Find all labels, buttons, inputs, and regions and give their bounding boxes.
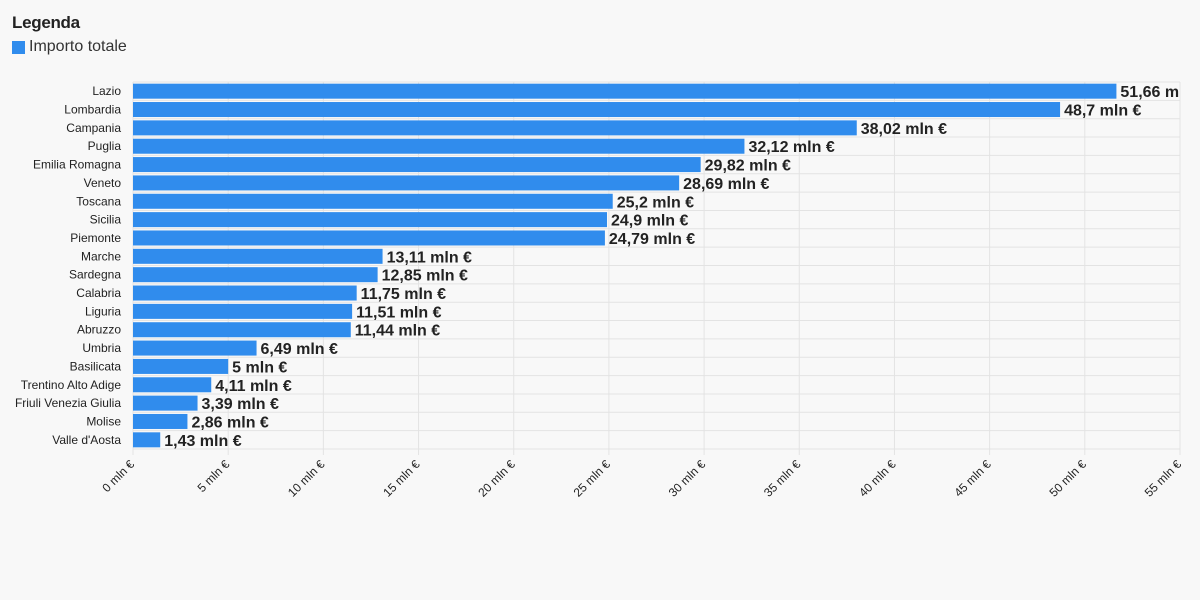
data-label: 29,82 mln € [705,158,791,175]
category-labels: Lazio Lombardia Campania Puglia Emilia Romag… [15,84,121,447]
data-label: 11,44 mln € [355,323,440,340]
data-label: 13,11 mln € [387,249,472,266]
bar-marche[interactable] [133,248,383,264]
legend-item-label: Importo totale [29,38,127,55]
x-tick-label: 45 mln € [951,457,994,500]
data-label: 32,12 mln € [748,139,834,156]
legend-swatch [12,40,25,54]
category-label: Basilicata [70,359,122,373]
category-label: Campania [66,121,121,135]
bar-sardegna[interactable] [133,267,378,283]
data-label: 4,11 mln € [215,378,292,395]
x-tick-label: 0 mln € [99,457,137,495]
data-label: 48,7 mln € [1064,103,1141,120]
data-label: 5 mln € [232,359,287,376]
data-label: 6,49 mln € [261,341,338,358]
value-labels: 51,66 mln € 48,7 mln € 38,02 mln € 32,12 ml… [164,84,1200,450]
legend: Legenda Importo totale [12,12,127,57]
bar-calabria[interactable] [133,285,357,301]
x-tick-label: 40 mln € [856,457,899,500]
bar-puglia[interactable] [133,138,745,154]
bar-campania[interactable] [133,120,857,136]
bar-sicilia[interactable] [133,212,608,228]
bar-piemonte[interactable] [133,230,605,246]
data-label: 25,2 mln € [617,194,694,211]
bar-veneto[interactable] [133,175,680,191]
category-label: Sardegna [69,268,121,282]
category-label: Emilia Romagna [33,158,121,172]
data-label: 11,75 mln € [361,286,446,303]
bar-lombardia[interactable] [133,102,1061,118]
category-label: Liguria [85,304,121,318]
category-label: Abruzzo [77,323,121,337]
grid [132,81,1181,455]
x-tick-label: 55 mln € [1142,457,1185,500]
category-label: Puglia [88,139,122,153]
category-label: Calabria [76,286,121,300]
data-label: 24,9 mln € [611,213,688,230]
category-label: Trentino Alto Adige [21,378,122,392]
bar-liguria[interactable] [133,303,353,319]
category-label: Toscana [76,194,121,208]
category-label: Friuli Venezia Giulia [15,396,121,410]
x-tick-label: 30 mln € [666,457,709,500]
data-label: 51,66 mln € [1120,84,1200,101]
bar-umbria[interactable] [133,340,257,356]
x-tick-label: 50 mln € [1046,457,1089,500]
bars [133,83,1117,448]
bar-lazio[interactable] [133,83,1117,99]
category-label: Molise [86,414,121,428]
x-tick-label: 20 mln € [475,457,518,500]
bar-abruzzo[interactable] [133,322,351,338]
category-label: Valle d'Aosta [52,433,121,447]
x-axis-ticks: 0 mln € 5 mln € 10 mln € 15 mln € 20 mln € 25… [99,457,1184,500]
x-tick-label: 5 mln € [195,457,233,495]
data-label: 3,39 mln € [202,396,279,413]
bar-molise[interactable] [133,413,188,429]
x-tick-label: 35 mln € [761,457,804,500]
category-label: Lazio [92,84,121,98]
x-tick-label: 25 mln € [571,457,614,500]
data-label: 28,69 mln € [683,176,769,193]
x-tick-label: 10 mln € [285,457,328,500]
data-label: 1,43 mln € [164,433,241,450]
x-tick-label: 15 mln € [380,457,423,500]
category-label: Veneto [84,176,122,190]
data-label: 24,79 mln € [609,231,695,248]
data-label: 12,85 mln € [382,268,468,285]
legend-title: Legenda [12,13,80,32]
category-label: Marche [81,249,121,263]
category-label: Lombardia [64,103,121,117]
category-label: Umbria [82,341,121,355]
bar-toscana[interactable] [133,193,613,209]
category-label: Sicilia [90,213,122,227]
category-label: Piemonte [70,231,121,245]
bar-emilia-romagna[interactable] [133,157,701,173]
bar-valle-d-aosta[interactable] [133,432,161,448]
legend-item-importo-totale[interactable]: Importo totale [12,37,127,57]
bar-friuli-venezia-giulia[interactable] [133,395,198,411]
data-label: 2,86 mln € [191,414,268,431]
bar-trentino-alto-adige[interactable] [133,377,212,393]
bar-basilicata[interactable] [133,358,229,374]
data-label: 11,51 mln € [356,304,441,321]
data-label: 38,02 mln € [861,121,947,138]
